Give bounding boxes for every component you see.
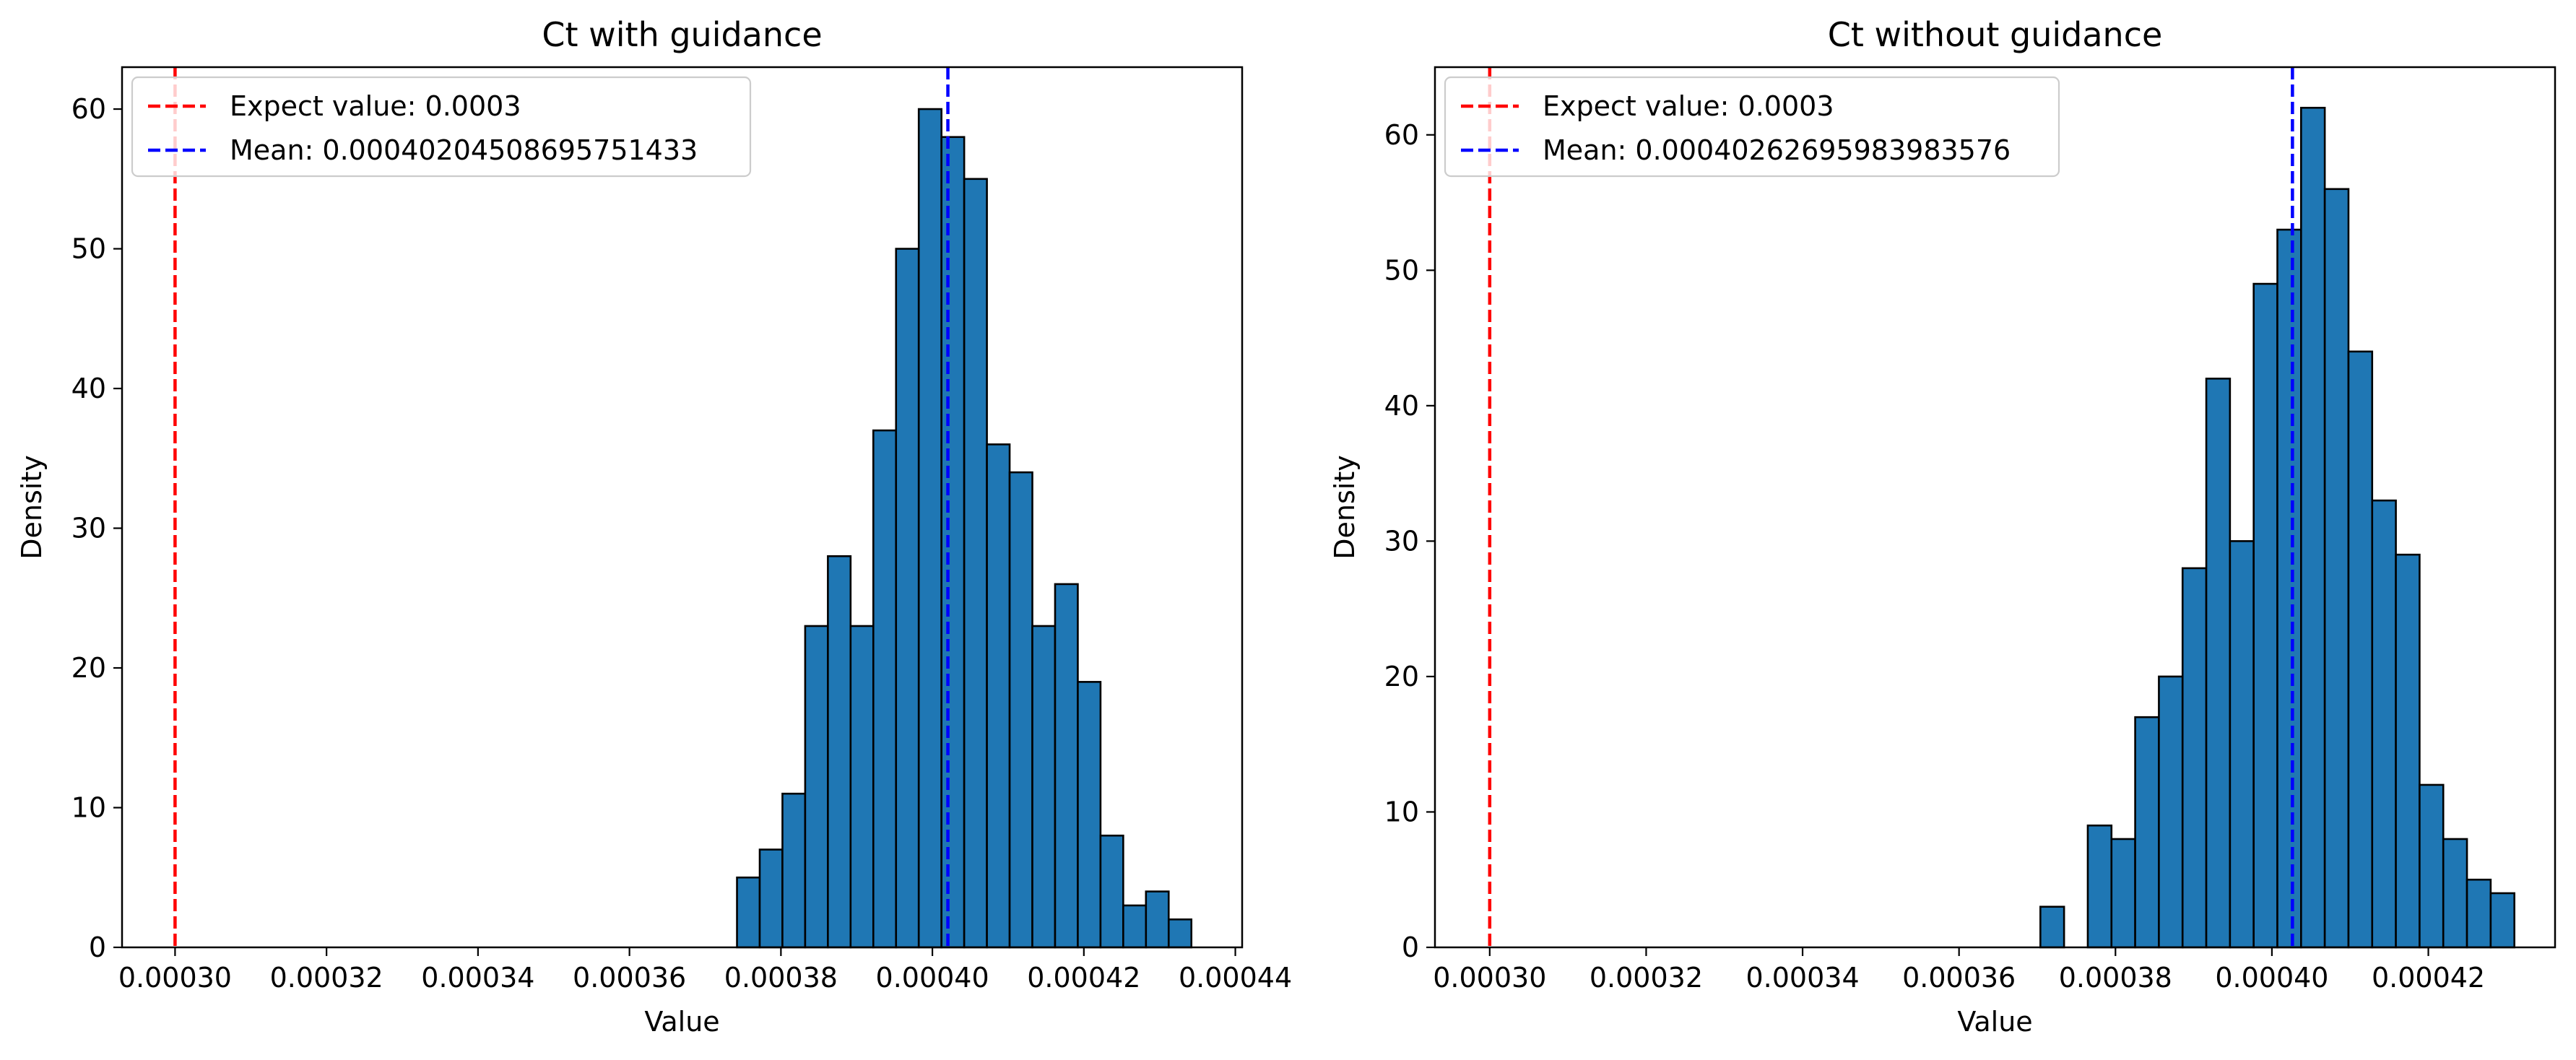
histogram-bar [940,136,966,949]
histogram-bar [963,178,988,949]
histogram-bar [827,555,852,949]
y-tick-label: 40 [1384,390,1419,422]
y-tick-label: 30 [1384,525,1419,557]
histogram-bar [1008,471,1033,949]
legend-label-expected: Expect value: 0.0003 [230,90,521,122]
x-tick-label: 0.00030 [1433,962,1546,994]
x-tick-label: 0.00032 [270,962,383,994]
legend: Expect value: 0.0003 Mean: 0.000402045086… [131,76,752,178]
x-tick-label: 0.00034 [421,962,534,994]
y-tick-label: 10 [71,792,106,824]
chart-title: Ct with guidance [542,15,822,54]
legend-label-expected: Expect value: 0.0003 [1543,90,1834,122]
histogram-bar [1167,918,1193,949]
y-tick-label: 50 [1384,254,1419,286]
y-tick-label: 60 [1384,119,1419,151]
y-tick-label: 50 [71,233,106,265]
x-tick-label: 0.00034 [1745,962,1859,994]
histogram-bar [2466,878,2492,949]
x-tick-label: 0.00038 [724,962,838,994]
y-tick-label: 60 [71,93,106,125]
histogram-bar [1122,904,1148,949]
histogram-bar [804,625,829,949]
histogram-bar [2489,892,2515,949]
x-tick-label: 0.00040 [2215,962,2328,994]
y-tick-label: 0 [1402,931,1419,963]
histogram-bar [758,848,784,949]
x-axis-label: Value [1957,1006,2032,1038]
histogram-bar [1145,890,1170,949]
x-tick-label: 0.00032 [1590,962,1703,994]
histogram-bar [2110,838,2136,949]
chart-title: Ct without guidance [1828,15,2163,54]
histogram-bar [2039,905,2065,949]
histogram-bar [2086,824,2113,949]
histogram-bar [1077,681,1102,949]
histogram-bar [2252,282,2278,949]
x-axis-label: Value [644,1006,719,1038]
x-tick-label: 0.00042 [1027,962,1140,994]
histogram-bar [872,429,898,949]
legend-label-mean: Mean: 0.00040204508695751433 [230,134,698,166]
histogram-bar [2371,499,2397,949]
histogram-bar [2134,716,2160,949]
legend: Expect value: 0.0003 Mean: 0.000402626959… [1444,76,2060,178]
y-tick-label: 10 [1384,796,1419,827]
chart-panel-2: 0.00030 0.00032 0.00034 0.00036 0.00038 0.000… [1329,15,2557,1038]
histogram-bar [2205,378,2232,949]
histogram-bar [917,108,942,949]
x-tick-label: 0.00036 [1902,962,2016,994]
x-tick-label: 0.00030 [118,962,232,994]
histogram-bar [2323,188,2350,949]
legend-box [1444,76,2060,178]
histogram-bar [986,443,1011,949]
x-tick-label: 0.00042 [2372,962,2485,994]
y-tick-label: 30 [71,513,106,544]
histogram-bar [849,625,875,949]
y-tick-label: 40 [71,373,106,404]
x-tick-label: 0.00038 [2059,962,2172,994]
x-tick-label: 0.00040 [876,962,989,994]
y-tick-label: 20 [71,652,106,684]
histogram-bar [2229,540,2255,949]
legend-box [131,76,752,178]
histogram-bar [2276,228,2302,949]
y-axis-label: Density [16,455,48,559]
chart-panel-1: 0.00030 0.00032 0.00034 0.00036 0.00038 0.000… [16,15,1292,1038]
legend-label-mean: Mean: 0.00040262695983983576 [1543,134,2011,166]
histogram-bar [2395,553,2421,949]
y-tick-label: 20 [1384,661,1419,692]
axes-frame [121,66,1244,949]
x-tick-label: 0.00044 [1179,962,1292,994]
histogram-bar [895,248,920,949]
histogram-bar [1031,625,1057,949]
histogram-bar [2300,106,2326,949]
histogram-bar [736,876,761,949]
y-axis-label: Density [1329,455,1361,559]
histogram-bar [2158,675,2184,949]
histogram-bar [1054,583,1079,949]
histogram-bar [2347,350,2374,949]
axes-frame [1434,66,2557,949]
histogram-bar [781,792,807,949]
y-tick-label: 0 [89,931,106,963]
x-tick-label: 0.00036 [573,962,686,994]
histogram-bar [1099,834,1124,949]
histogram-bar [2442,838,2468,949]
histogram-bar [2181,567,2208,949]
histogram-bar [2419,783,2445,949]
